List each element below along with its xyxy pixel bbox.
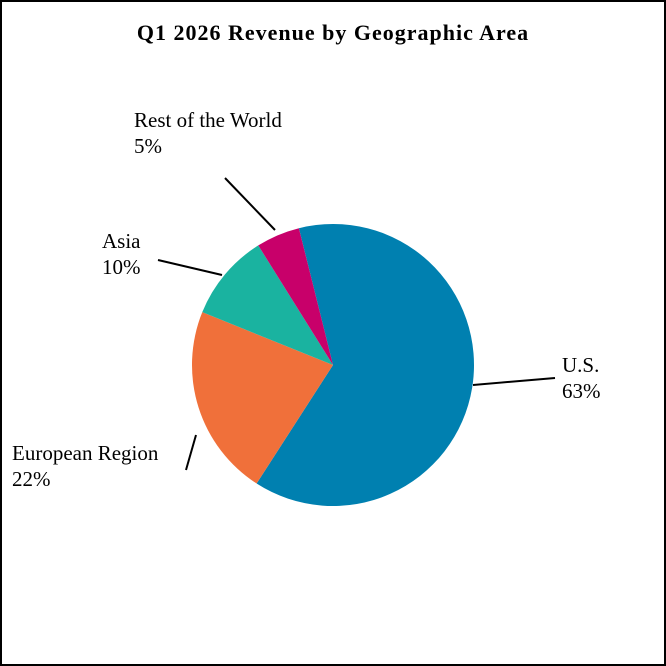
value-label: 22% — [12, 467, 51, 491]
value-label: 10% — [102, 255, 141, 279]
slice-label: Asia — [102, 229, 141, 253]
leader-line — [472, 377, 556, 386]
pie-slice — [258, 228, 333, 365]
slice-label: U.S. — [562, 353, 599, 377]
pie-slice — [256, 224, 474, 507]
leader-line — [157, 259, 223, 276]
pie-slice — [202, 245, 333, 365]
leader-line — [185, 434, 197, 471]
chart-title: Q1 2026 Revenue by Geographic Area — [137, 20, 529, 45]
slice-label: Rest of the World — [134, 108, 282, 132]
leader-line — [224, 177, 276, 231]
value-label: 5% — [134, 134, 162, 158]
pie-slice — [191, 312, 333, 484]
value-label: 63% — [562, 379, 601, 403]
slice-label: European Region — [12, 441, 159, 465]
